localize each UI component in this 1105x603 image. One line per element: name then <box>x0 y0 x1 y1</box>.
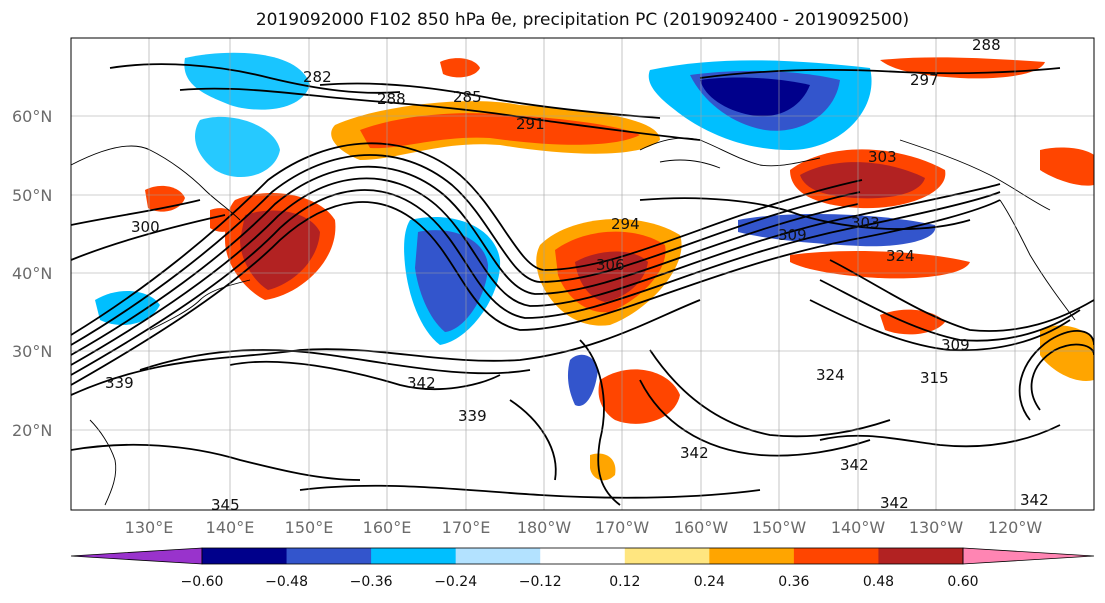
lon-label: 130°E <box>125 518 174 537</box>
contour-label: 291 <box>516 115 545 133</box>
gridlines <box>71 38 1094 510</box>
lat-label: 20°N <box>12 421 52 440</box>
colorbar-segment <box>878 548 964 564</box>
lon-label: 140°E <box>206 518 255 537</box>
colorbar: −0.60 −0.48 −0.36 −0.24 −0.12 0.12 0.24 0.36 0.4… <box>70 547 1095 590</box>
contour-label: 285 <box>453 88 482 106</box>
lon-label: 150°E <box>285 518 334 537</box>
colorbar-extend-low <box>70 547 203 565</box>
lat-label: 50°N <box>12 186 52 205</box>
contour-label: 342 <box>880 494 909 512</box>
colorbar-tick-label: 0.36 <box>778 574 809 590</box>
colorbar-tick-label: 0.12 <box>609 574 640 590</box>
contour-label: 339 <box>105 374 134 392</box>
colorbar-extend-high <box>962 547 1095 565</box>
colorbar-tick-label: 0.60 <box>947 574 978 590</box>
lon-label: 150°W <box>752 518 807 537</box>
lon-label: 180°W <box>517 518 572 537</box>
contour-label: 345 <box>211 496 240 514</box>
colorbar-frame <box>201 547 964 565</box>
lon-label: 170°E <box>442 518 491 537</box>
lon-axis: 130°E 140°E 150°E 160°E 170°E 180°W 170°… <box>125 518 1043 537</box>
contour-label: 303 <box>868 148 897 166</box>
contour-label: 294 <box>611 215 640 233</box>
contour-label: 324 <box>816 366 845 384</box>
colorbar-segment <box>540 548 626 564</box>
lon-label: 140°W <box>831 518 886 537</box>
colorbar-segment <box>455 548 541 564</box>
contour-label: 306 <box>596 256 625 274</box>
colorbar-tick-label: −0.24 <box>434 574 477 590</box>
contour-label: 309 <box>941 336 970 354</box>
colorbar-segment <box>709 548 795 564</box>
map-panel: 282 288 285 291 297 288 300 294 306 303 … <box>70 36 1095 514</box>
contour-label: 342 <box>1020 491 1049 509</box>
colorbar-tick-label: 0.48 <box>863 574 894 590</box>
map-frame <box>70 37 1095 511</box>
lon-label: 160°E <box>363 518 412 537</box>
colorbar-segment <box>793 548 879 564</box>
lat-label: 30°N <box>12 342 52 361</box>
contour-label: 342 <box>680 444 709 462</box>
contour-label: 288 <box>377 90 406 108</box>
contour-label: 288 <box>972 36 1001 54</box>
colorbar-segment <box>286 548 372 564</box>
contour-label: 300 <box>131 218 160 236</box>
contour-label: 297 <box>910 71 939 89</box>
lon-label: 160°W <box>674 518 729 537</box>
contour-label: 303 <box>851 214 880 232</box>
contour-label: 342 <box>840 456 869 474</box>
contour-label: 342 <box>407 374 436 392</box>
contour-label: 339 <box>458 407 487 425</box>
colorbar-tick-label: 0.24 <box>694 574 725 590</box>
lat-label: 60°N <box>12 107 52 126</box>
coastlines <box>71 137 1076 506</box>
colorbar-segment <box>624 548 710 564</box>
lon-label: 120°W <box>988 518 1043 537</box>
contour-label: 309 <box>778 226 807 244</box>
lat-label: 40°N <box>12 264 52 283</box>
contour-labels: 282 288 285 291 297 288 300 294 306 303 … <box>105 36 1049 514</box>
colorbar-tick-label: −0.36 <box>350 574 393 590</box>
contour-label: 315 <box>920 369 949 387</box>
colorbar-tick-label: −0.48 <box>265 574 308 590</box>
contour-label: 324 <box>886 247 915 265</box>
lat-axis: 60°N 50°N 40°N 30°N 20°N <box>12 107 52 440</box>
colorbar-segment <box>202 548 288 564</box>
lon-label: 130°W <box>909 518 964 537</box>
colorbar-segment <box>371 548 457 564</box>
lon-label: 170°W <box>595 518 650 537</box>
colorbar-tick-label: −0.12 <box>519 574 562 590</box>
colorbar-tick-label: −0.60 <box>181 574 224 590</box>
chart-title: 2019092000 F102 850 hPa θe, precipitatio… <box>255 10 910 30</box>
contour-label: 282 <box>303 68 332 86</box>
